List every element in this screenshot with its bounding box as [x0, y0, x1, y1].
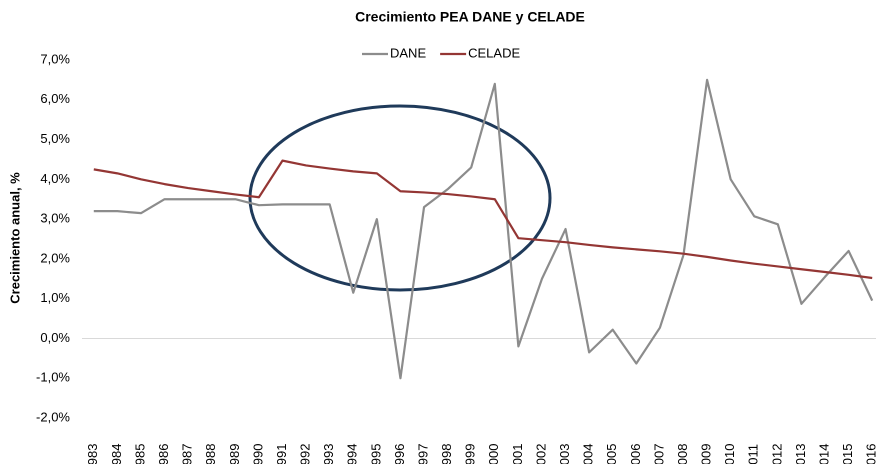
x-tick-label: 1986: [156, 444, 171, 464]
legend-label: DANE: [390, 45, 426, 60]
x-tick-label: 2005: [604, 444, 619, 464]
x-tick-label: 1991: [274, 444, 289, 464]
x-tick-label: 1989: [227, 444, 242, 464]
x-tick-label: 1992: [298, 444, 313, 464]
y-tick-label: 2,0%: [40, 250, 70, 265]
x-tick-label: 2014: [816, 444, 831, 464]
x-tick-label: 2011: [746, 444, 761, 464]
x-tick-label: 1999: [463, 444, 478, 464]
x-tick-label: 1985: [132, 444, 147, 464]
x-tick-label: 2004: [581, 444, 596, 464]
x-tick-label: 2013: [793, 444, 808, 464]
y-tick-label: 7,0%: [40, 51, 70, 66]
y-tick-label: -1,0%: [36, 370, 70, 385]
x-tick-label: 1996: [392, 444, 407, 464]
y-axis-label: Crecimiento anual, %: [7, 172, 22, 304]
highlight-ellipse: [248, 104, 552, 292]
x-tick-label: 2012: [769, 444, 784, 464]
x-tick-label: 2002: [533, 444, 548, 464]
y-tick-label: 4,0%: [40, 171, 70, 186]
x-tick-label: 2007: [651, 444, 666, 464]
x-tick-label: 2006: [628, 444, 643, 464]
x-tick-label: 2001: [510, 444, 525, 464]
x-tick-label: 2016: [864, 444, 878, 464]
x-tick-label: 1998: [439, 444, 454, 464]
x-tick-label: 1993: [321, 444, 336, 464]
line-series: [93, 159, 873, 280]
y-tick-label: -2,0%: [36, 409, 70, 424]
y-tick-label: 5,0%: [40, 131, 70, 146]
y-tick-label: 0,0%: [40, 330, 70, 345]
x-tick-label: 1988: [203, 444, 218, 464]
x-tick-label: 2008: [675, 444, 690, 464]
y-tick-label: 3,0%: [40, 211, 70, 226]
x-tick-label: 2015: [840, 444, 855, 464]
x-tick-label: 1994: [345, 444, 360, 464]
x-tick-label: 2003: [557, 444, 572, 464]
x-tick-label: 1987: [180, 444, 195, 464]
x-tick-label: 1995: [368, 444, 383, 464]
x-tick-label: 2000: [486, 444, 501, 464]
chart-title: Crecimiento PEA DANE y CELADE: [355, 9, 585, 25]
legend-label: CELADE: [468, 45, 520, 60]
y-tick-label: 1,0%: [40, 290, 70, 305]
x-tick-label: 1983: [85, 444, 100, 464]
x-tick-label: 2009: [699, 444, 714, 464]
y-tick-label: 6,0%: [40, 91, 70, 106]
x-tick-label: 1990: [250, 444, 265, 464]
x-tick-label: 2010: [722, 444, 737, 464]
x-tick-label: 1984: [109, 444, 124, 464]
x-tick-label: 1997: [415, 444, 430, 464]
line-series: [93, 78, 874, 380]
